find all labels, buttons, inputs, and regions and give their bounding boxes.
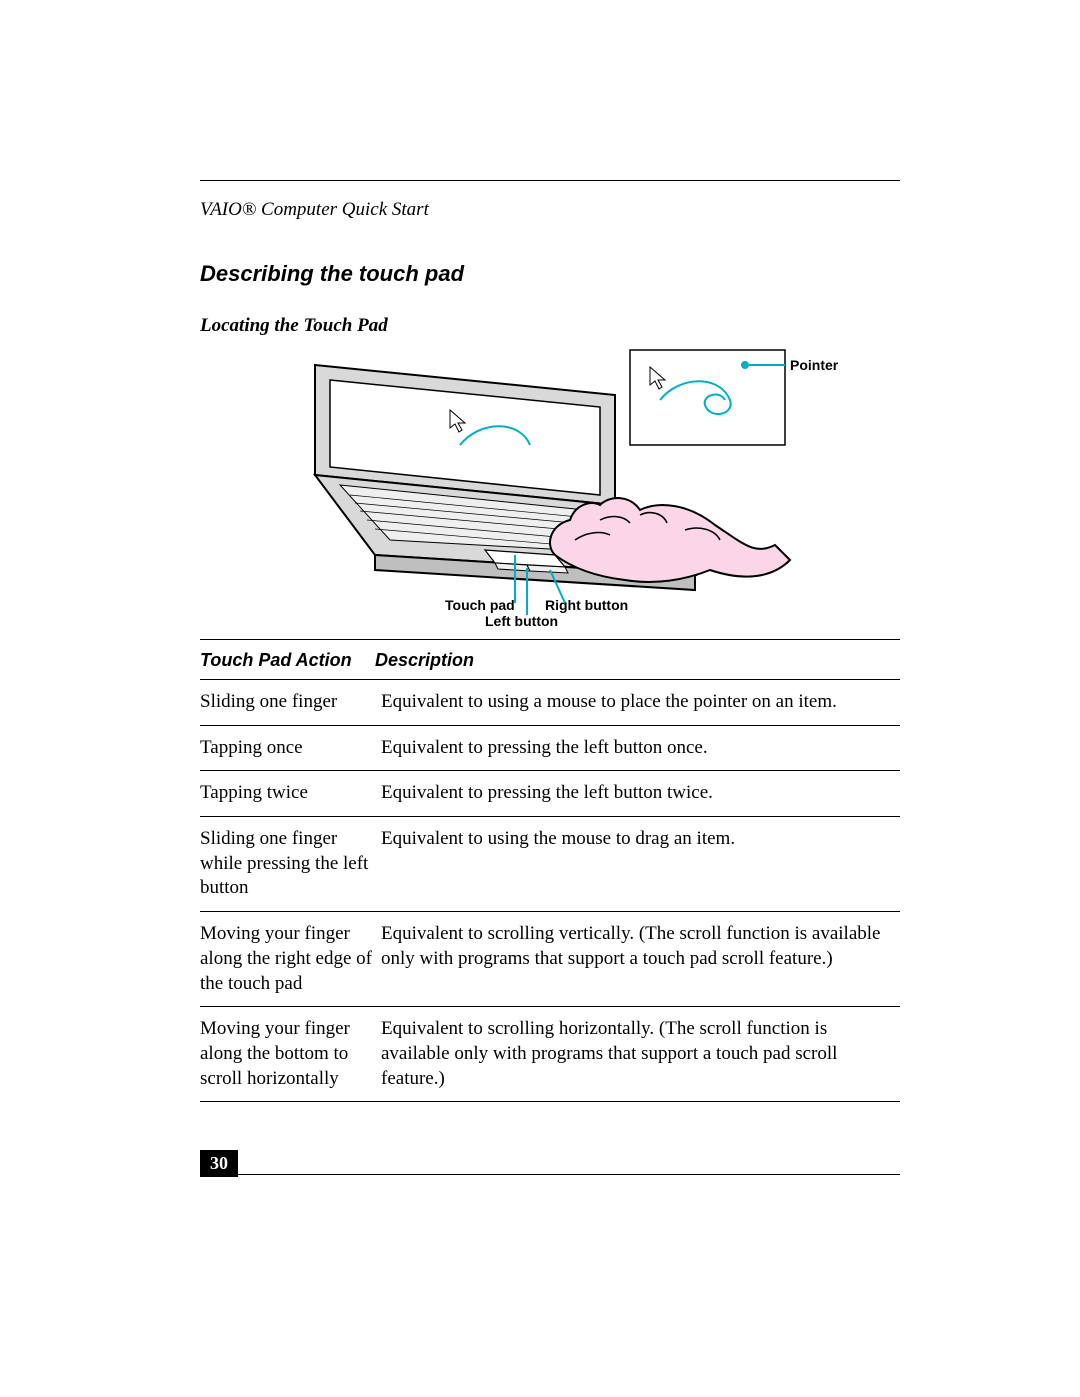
footer-rule (238, 1174, 900, 1175)
column-header-action: Touch Pad Action (200, 650, 375, 671)
table-row: Moving your finger along the bottom to s… (200, 1007, 900, 1101)
running-header: VAIO® Computer Quick Start (200, 199, 900, 221)
description-cell: Equivalent to using the mouse to drag an… (381, 827, 900, 901)
action-cell: Moving your finger along the bottom to s… (200, 1017, 381, 1091)
table-row: Sliding one finger while pressing the le… (200, 817, 900, 911)
action-cell: Sliding one finger while pressing the le… (200, 827, 381, 901)
action-cell: Tapping once (200, 736, 381, 761)
page-number: 30 (200, 1150, 238, 1177)
description-cell: Equivalent to using a mouse to place the… (381, 690, 900, 715)
table-row: Moving your finger along the right edge … (200, 912, 900, 1006)
touchpad-figure: Pointer Touch pad Right button Left butt… (200, 345, 900, 625)
figure-caption: Locating the Touch Pad (200, 315, 900, 337)
description-cell: Equivalent to scrolling vertically. (The… (381, 922, 900, 996)
action-cell: Sliding one finger (200, 690, 381, 715)
description-cell: Equivalent to pressing the left button t… (381, 781, 900, 806)
section-title: Describing the touch pad (200, 261, 900, 287)
page-footer: 30 (200, 1114, 900, 1177)
table-header-row: Touch Pad Action Description (200, 640, 900, 679)
description-cell: Equivalent to pressing the left button o… (381, 736, 900, 761)
touchpad-actions-table: Touch Pad Action Description Sliding one… (200, 639, 900, 1102)
touchpad-label: Touch pad (445, 597, 515, 613)
pointer-label: Pointer (790, 357, 838, 373)
manual-page: VAIO® Computer Quick Start Describing th… (0, 0, 1080, 1397)
action-cell: Moving your finger along the right edge … (200, 922, 381, 996)
header-rule (200, 180, 900, 181)
table-row: Tapping twice Equivalent to pressing the… (200, 771, 900, 816)
table-row: Sliding one finger Equivalent to using a… (200, 680, 900, 725)
right-button-label: Right button (545, 597, 628, 613)
row-rule (200, 1101, 900, 1102)
left-button-label: Left button (485, 613, 558, 629)
description-cell: Equivalent to scrolling horizontally. (T… (381, 1017, 900, 1091)
table-row: Tapping once Equivalent to pressing the … (200, 726, 900, 771)
laptop-illustration (200, 345, 900, 625)
column-header-description: Description (375, 650, 900, 671)
action-cell: Tapping twice (200, 781, 381, 806)
